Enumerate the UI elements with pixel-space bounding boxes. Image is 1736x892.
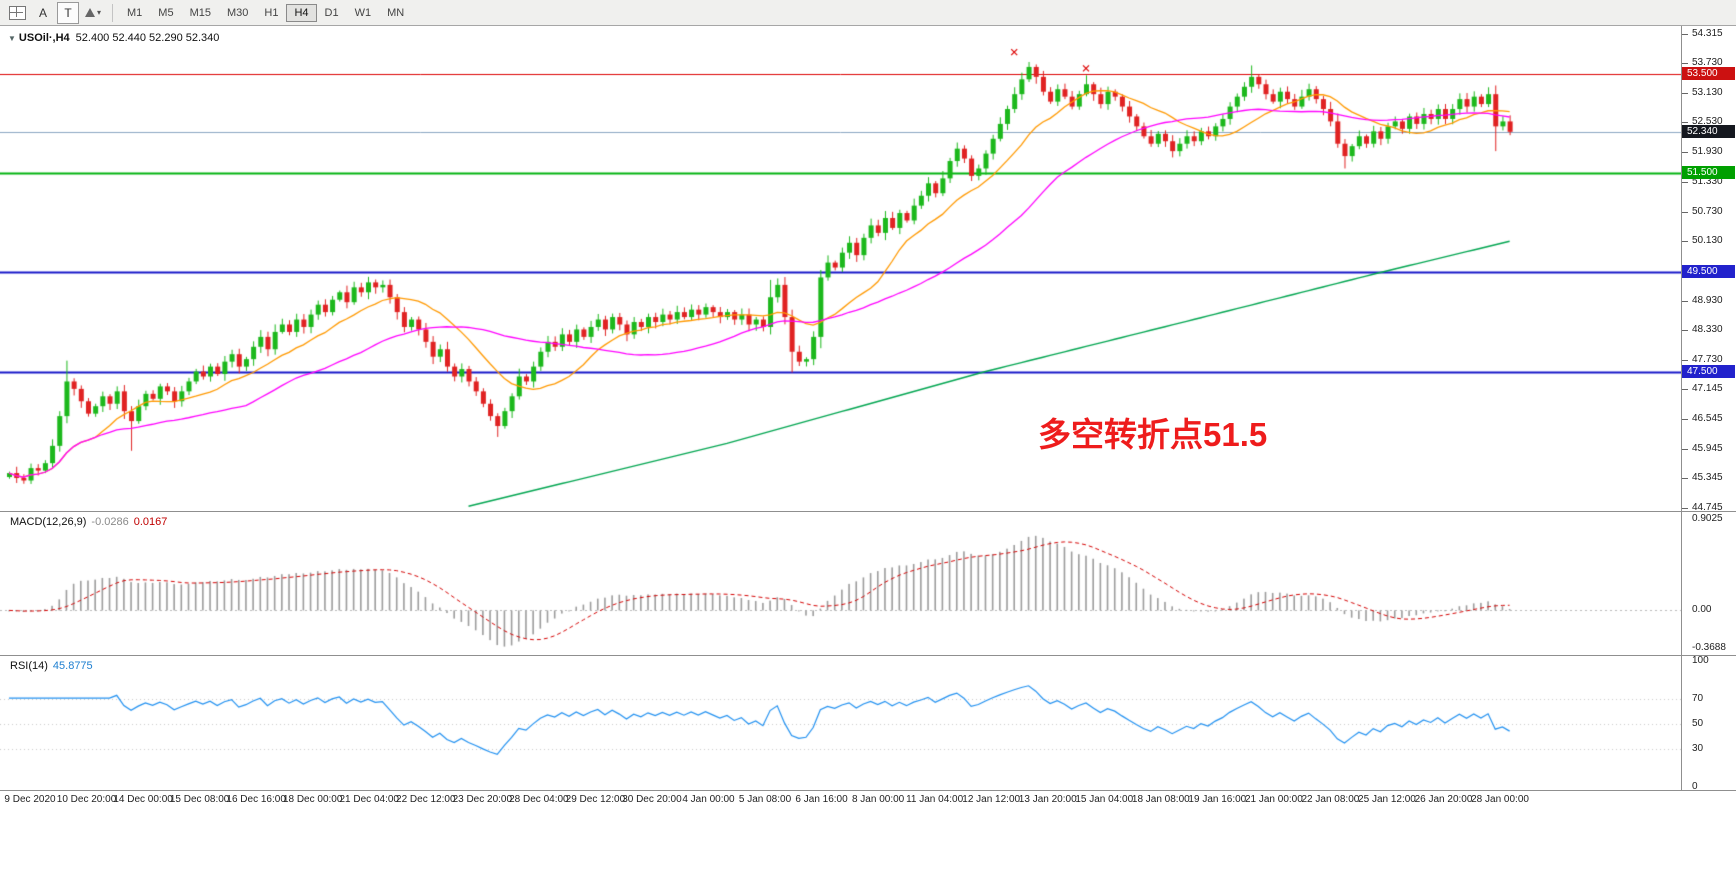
rsi-scale-label: 50 bbox=[1692, 718, 1704, 729]
price-tick: 51.330 bbox=[1682, 175, 1723, 187]
timeframe-h4[interactable]: H4 bbox=[286, 3, 317, 22]
time-label: 30 Dec 20:00 bbox=[622, 794, 682, 805]
macd-scale-label: 0.00 bbox=[1692, 604, 1712, 616]
macd-scale-label: 0.9025 bbox=[1692, 512, 1723, 524]
macd-indicator-name: MACD(12,26,9) bbox=[10, 516, 87, 528]
time-label: 19 Jan 16:00 bbox=[1188, 794, 1247, 805]
toolbar-separator bbox=[112, 3, 113, 22]
chart-title: ▼ USOil·,H4 52.400 52.440 52.290 52.340 bbox=[8, 32, 219, 44]
toolbar: A T ▾ M1 M5 M15 M30 H1 H4 D1 W1 MN bbox=[0, 0, 1736, 26]
rsi-scale-label: 70 bbox=[1692, 692, 1704, 704]
time-label: 25 Jan 12:00 bbox=[1358, 794, 1416, 805]
chart-grid-button[interactable] bbox=[5, 2, 29, 24]
time-label: 4 Jan 00:00 bbox=[682, 794, 735, 805]
rsi-label: RSI(14) 45.8775 bbox=[10, 660, 93, 672]
price-badge: 52.340 bbox=[1682, 124, 1735, 138]
timeframe-group: M1 M5 M15 M30 H1 H4 D1 W1 MN bbox=[119, 3, 412, 22]
timeframe-d1[interactable]: D1 bbox=[324, 6, 339, 19]
macd-scale-label: -0.3688 bbox=[1692, 641, 1726, 653]
price-badge: 49.500 bbox=[1682, 265, 1735, 279]
time-label: 21 Dec 04:00 bbox=[339, 794, 399, 805]
time-label: 14 Dec 00:00 bbox=[113, 794, 173, 805]
time-label: 22 Jan 08:00 bbox=[1301, 794, 1360, 805]
price-tick: 47.145 bbox=[1682, 383, 1723, 395]
chart-annotation-text[interactable]: 多空转折点51.5 bbox=[1038, 416, 1268, 453]
price-tick: 51.930 bbox=[1682, 146, 1723, 158]
price-tick: 45.945 bbox=[1682, 442, 1723, 454]
price-scale-separator bbox=[1681, 26, 1682, 791]
time-label: 12 Jan 12:00 bbox=[962, 794, 1021, 805]
timeframe-m15[interactable]: M15 bbox=[189, 6, 211, 19]
time-label: 23 Dec 20:00 bbox=[452, 794, 513, 805]
timeframe-mn[interactable]: MN bbox=[387, 6, 405, 19]
rsi-value: 45.8775 bbox=[52, 660, 93, 672]
time-label: 11 Jan 04:00 bbox=[906, 794, 964, 805]
price-badge: 47.500 bbox=[1682, 364, 1735, 378]
one-click-trading-toggle[interactable]: ▼ bbox=[8, 34, 16, 43]
time-label: 5 Jan 08:00 bbox=[738, 794, 792, 805]
time-axis-separator bbox=[0, 790, 1736, 791]
shapes-tool-button[interactable]: ▾ bbox=[81, 2, 105, 24]
time-label: 10 Dec 20:00 bbox=[56, 794, 117, 805]
price-tick: 47.730 bbox=[1682, 354, 1723, 366]
text-tool-button[interactable]: T bbox=[57, 1, 79, 24]
timeframe-m30[interactable]: M30 bbox=[226, 6, 249, 19]
price-tick: 53.130 bbox=[1682, 86, 1723, 98]
time-label: 28 Jan 00:00 bbox=[1471, 794, 1529, 805]
price-badge: 53.500 bbox=[1682, 67, 1735, 81]
arrow-tool-button[interactable]: A bbox=[38, 5, 47, 20]
ohlc-values: 52.400 52.440 52.290 52.340 bbox=[75, 32, 220, 44]
time-label: 8 Jan 00:00 bbox=[851, 794, 905, 805]
price-tick: 46.545 bbox=[1682, 412, 1723, 424]
time-label: 16 Dec 16:00 bbox=[226, 794, 286, 805]
rsi-scale-label: 30 bbox=[1692, 743, 1704, 755]
chevron-down-icon: ▾ bbox=[96, 8, 101, 17]
time-label: 22 Dec 12:00 bbox=[396, 794, 456, 805]
panel-separator-macd[interactable] bbox=[0, 511, 1736, 512]
time-label: 6 Jan 16:00 bbox=[795, 794, 848, 805]
shapes-icon bbox=[84, 8, 95, 17]
timeframe-m5[interactable]: M5 bbox=[158, 6, 174, 19]
time-label: 15 Dec 08:00 bbox=[169, 794, 230, 805]
timeframe-h1[interactable]: H1 bbox=[264, 6, 279, 19]
macd-panel-canvas[interactable] bbox=[0, 513, 1681, 655]
time-label: 18 Dec 00:00 bbox=[282, 794, 343, 805]
time-label: 13 Jan 20:00 bbox=[1018, 794, 1077, 805]
price-tick: 53.730 bbox=[1682, 56, 1723, 68]
rsi-indicator-name: RSI(14) bbox=[10, 660, 48, 672]
rsi-scale-label: 0 bbox=[1692, 781, 1698, 792]
rsi-panel-canvas[interactable] bbox=[0, 657, 1681, 790]
price-tick: 50.130 bbox=[1682, 235, 1723, 247]
time-label: 21 Jan 00:00 bbox=[1244, 794, 1303, 805]
price-badge: 51.500 bbox=[1682, 166, 1735, 180]
time-label: 18 Jan 08:00 bbox=[1131, 794, 1190, 805]
rsi-scale-label: 100 bbox=[1692, 655, 1709, 666]
macd-label: MACD(12,26,9) -0.0286 0.0167 bbox=[10, 516, 167, 528]
panel-separator-rsi[interactable] bbox=[0, 655, 1736, 656]
time-label: 29 Dec 12:00 bbox=[565, 794, 626, 805]
price-tick: 48.930 bbox=[1682, 294, 1723, 306]
timeframe-w1[interactable]: W1 bbox=[354, 6, 372, 19]
price-tick: 52.530 bbox=[1682, 116, 1723, 128]
time-label: 28 Dec 04:00 bbox=[509, 794, 569, 805]
time-label: 15 Jan 04:00 bbox=[1075, 794, 1134, 805]
price-tick: 44.745 bbox=[1682, 502, 1723, 513]
price-tick: 48.330 bbox=[1682, 324, 1723, 336]
timeframe-m1[interactable]: M1 bbox=[127, 6, 143, 19]
chart-grid-icon bbox=[8, 5, 26, 20]
time-label: 9 Dec 2020 bbox=[4, 794, 56, 805]
price-tick: 50.730 bbox=[1682, 205, 1723, 217]
macd-signal-value: 0.0167 bbox=[133, 516, 168, 528]
time-label: 26 Jan 20:00 bbox=[1414, 794, 1473, 805]
macd-main-value: -0.0286 bbox=[91, 516, 129, 528]
price-tick: 54.315 bbox=[1682, 28, 1723, 39]
symbol-timeframe: USOil·,H4 bbox=[18, 32, 70, 44]
main-chart-canvas[interactable] bbox=[0, 28, 1681, 511]
price-tick: 45.345 bbox=[1682, 472, 1723, 484]
